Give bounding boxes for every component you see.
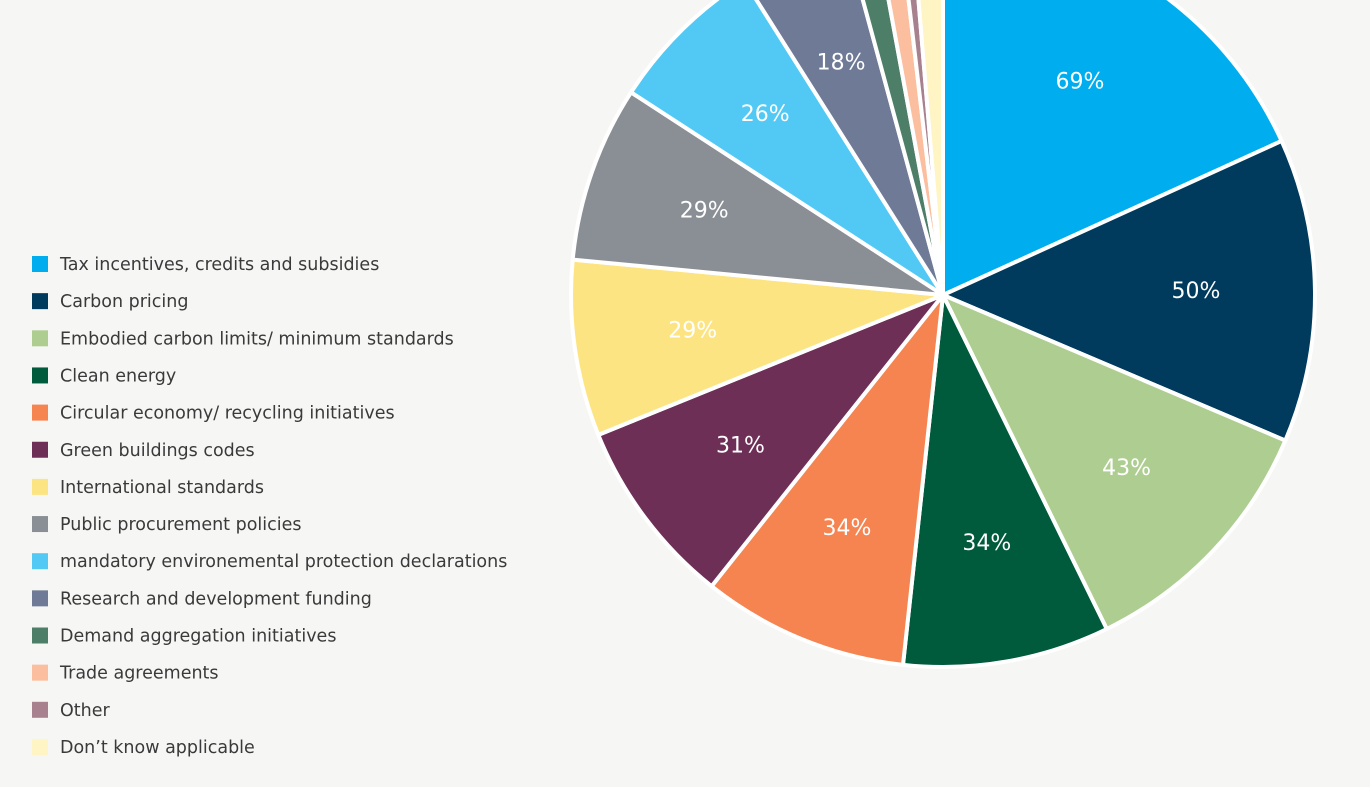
pie-slice (886, 0, 945, 297)
legend-swatch (32, 404, 48, 421)
legend-text: Embodied carbon limits/ minimum standard… (60, 329, 454, 349)
slice-label: 69% (1055, 69, 1104, 94)
legend-swatch (32, 627, 48, 644)
legend-text: Circular economy/ recycling initiatives (60, 404, 395, 424)
legend-swatch (32, 738, 48, 755)
legend-swatch (32, 330, 48, 347)
slice-label: 50% (1171, 279, 1220, 304)
pie-slice (941, 138, 1317, 443)
slice-label: 34% (822, 516, 871, 541)
slice-label: 26% (741, 102, 790, 127)
legend-swatch (32, 590, 48, 607)
legend-swatch (32, 367, 48, 384)
legend-text: Carbon pricing (60, 292, 188, 312)
legend-swatch (32, 553, 48, 570)
pie-slice (941, 293, 1288, 632)
pie-slice (916, 0, 945, 297)
legend-text: Research and development funding (60, 589, 372, 609)
legend-text: Other (60, 701, 110, 721)
legend-text: mandatory environemental protection decl… (60, 552, 507, 572)
legend-swatch (32, 516, 48, 533)
legend-text: Demand aggregation initiatives (60, 627, 336, 647)
legend-text: Don’t know applicable (60, 738, 255, 758)
legend-swatch (32, 701, 48, 718)
slice-label: 29% (668, 319, 717, 344)
slice-label: 31% (716, 434, 765, 459)
pie-slice (906, 0, 945, 297)
legend-text: Clean energy (60, 366, 176, 386)
pie-slice (596, 293, 945, 589)
pie-slice (569, 257, 945, 437)
pie-slice (860, 0, 945, 297)
legend-text: Trade agreements (59, 664, 219, 684)
legend-swatch (32, 293, 48, 310)
pie-slice (629, 0, 945, 297)
legend-swatch (32, 441, 48, 458)
pie-slice (570, 90, 945, 297)
legend-text: International standards (60, 478, 264, 498)
legend-swatch (32, 664, 48, 681)
slice-label: 29% (680, 199, 729, 224)
pie-slice (709, 293, 945, 667)
legend-swatch (32, 478, 48, 495)
legend-text: Green buildings codes (60, 441, 255, 461)
legend-text: Public procurement policies (60, 515, 302, 535)
pie-slice (941, 0, 1284, 297)
slice-label: 43% (1102, 456, 1151, 481)
slice-label: 34% (962, 531, 1011, 556)
slice-label: 18% (817, 50, 866, 75)
legend-text: Tax incentives, credits and subsidies (59, 255, 379, 275)
pie-slice (900, 293, 1109, 669)
legend-swatch (32, 256, 48, 272)
pie-slice (754, 0, 945, 297)
